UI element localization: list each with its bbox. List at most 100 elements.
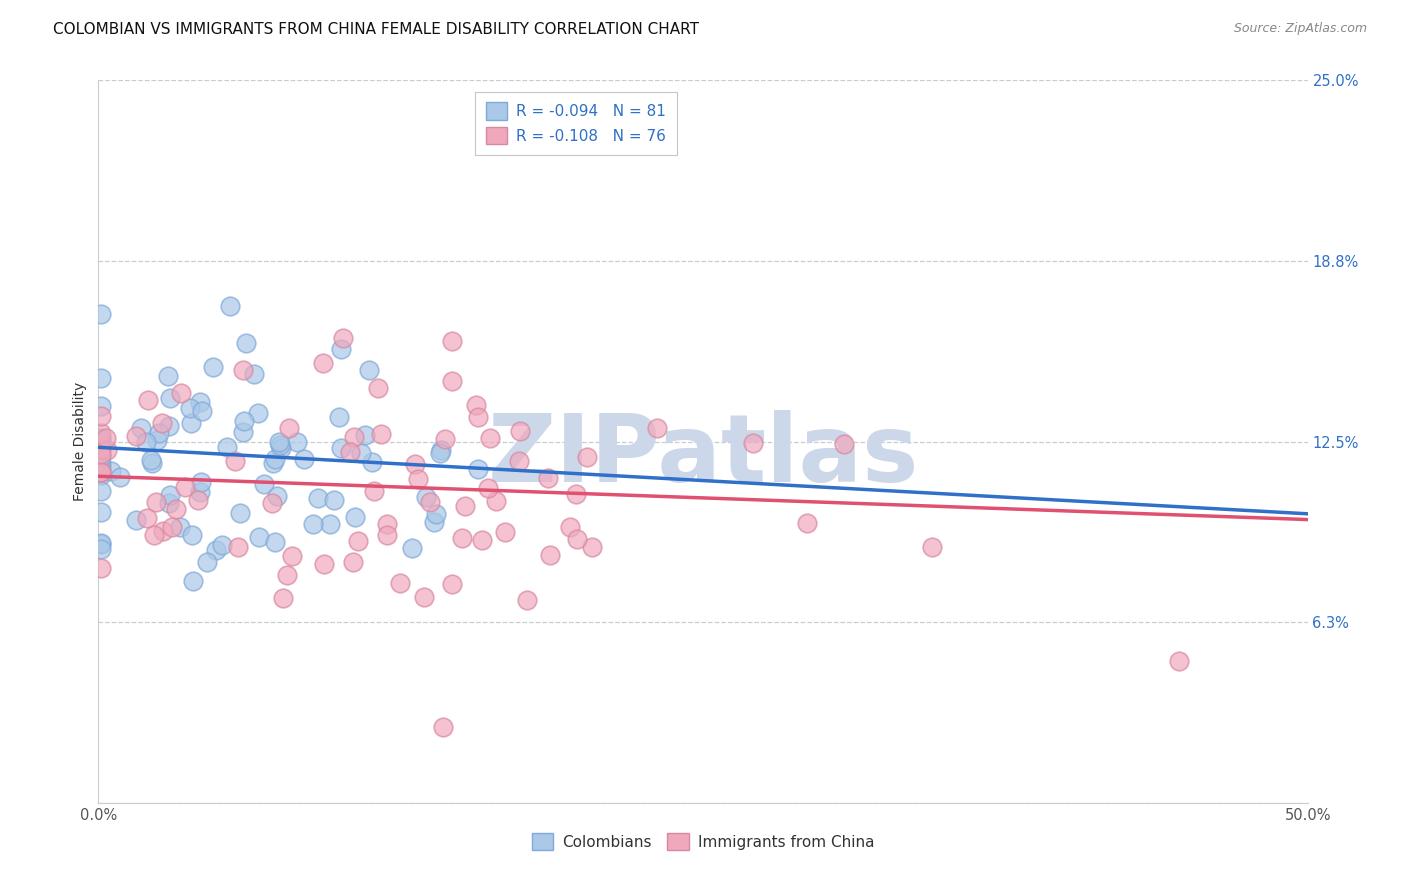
Point [269, 435, 291, 450]
Point [187, 493, 209, 508]
Point [90, 409, 112, 423]
Point [90, 436, 112, 450]
Point [509, 424, 531, 438]
Point [367, 382, 389, 396]
Point [243, 367, 266, 381]
Point [260, 496, 283, 510]
Point [232, 425, 254, 440]
Point [339, 444, 361, 458]
Point [229, 506, 252, 520]
Point [342, 555, 364, 569]
Point [90, 432, 112, 446]
Point [314, 557, 336, 571]
Point [135, 435, 157, 450]
Point [332, 331, 354, 345]
Point [224, 454, 246, 468]
Point [404, 457, 426, 471]
Point [567, 533, 589, 547]
Point [328, 410, 350, 425]
Point [232, 363, 254, 377]
Point [796, 516, 818, 530]
Point [312, 356, 335, 370]
Point [90, 542, 112, 557]
Point [465, 398, 488, 412]
Point [832, 437, 855, 451]
Point [180, 528, 202, 542]
Point [423, 515, 446, 529]
Point [141, 453, 163, 467]
Point [322, 492, 344, 507]
Point [429, 445, 451, 459]
Point [441, 334, 464, 349]
Point [232, 414, 254, 428]
Point [90, 437, 112, 451]
Point [188, 395, 211, 409]
Point [432, 720, 454, 734]
Point [516, 593, 538, 607]
Point [247, 530, 270, 544]
Point [156, 369, 179, 384]
Point [329, 342, 352, 356]
Point [377, 528, 399, 542]
Point [375, 516, 398, 531]
Point [170, 386, 193, 401]
Point [270, 441, 292, 455]
Point [180, 416, 202, 430]
Point [301, 516, 323, 531]
Point [477, 481, 499, 495]
Text: Source: ZipAtlas.com: Source: ZipAtlas.com [1233, 22, 1367, 36]
Point [264, 534, 287, 549]
Point [269, 438, 291, 452]
Point [157, 419, 180, 434]
Point [142, 528, 165, 542]
Point [565, 487, 588, 501]
Point [645, 421, 668, 435]
Point [90, 561, 112, 575]
Point [1167, 654, 1189, 668]
Point [361, 455, 384, 469]
Point [90, 505, 112, 519]
Point [148, 425, 170, 440]
Point [205, 542, 228, 557]
Point [262, 456, 284, 470]
Text: COLOMBIAN VS IMMIGRANTS FROM CHINA FEMALE DISABILITY CORRELATION CHART: COLOMBIAN VS IMMIGRANTS FROM CHINA FEMAL… [53, 22, 699, 37]
Point [277, 421, 299, 435]
Point [406, 472, 429, 486]
Point [742, 436, 765, 450]
Point [271, 591, 294, 605]
Point [159, 496, 181, 510]
Point [191, 403, 214, 417]
Point [150, 416, 173, 430]
Point [190, 475, 212, 489]
Point [329, 441, 352, 455]
Point [188, 485, 211, 500]
Point [471, 533, 494, 548]
Point [441, 374, 464, 388]
Point [537, 471, 560, 485]
Point [347, 534, 370, 549]
Point [145, 495, 167, 509]
Point [211, 538, 233, 552]
Point [226, 540, 249, 554]
Point [90, 465, 112, 479]
Point [90, 468, 112, 483]
Point [125, 513, 148, 527]
Point [494, 524, 516, 539]
Point [179, 401, 201, 416]
Point [263, 452, 285, 467]
Point [401, 541, 423, 556]
Point [430, 443, 453, 458]
Point [451, 531, 474, 545]
Point [318, 516, 340, 531]
Point [215, 440, 238, 454]
Point [235, 336, 257, 351]
Point [354, 427, 377, 442]
Point [415, 490, 437, 504]
Point [419, 495, 441, 509]
Point [467, 409, 489, 424]
Point [90, 484, 112, 499]
Point [280, 549, 302, 563]
Point [169, 519, 191, 533]
Point [96, 443, 118, 458]
Point [131, 421, 153, 435]
